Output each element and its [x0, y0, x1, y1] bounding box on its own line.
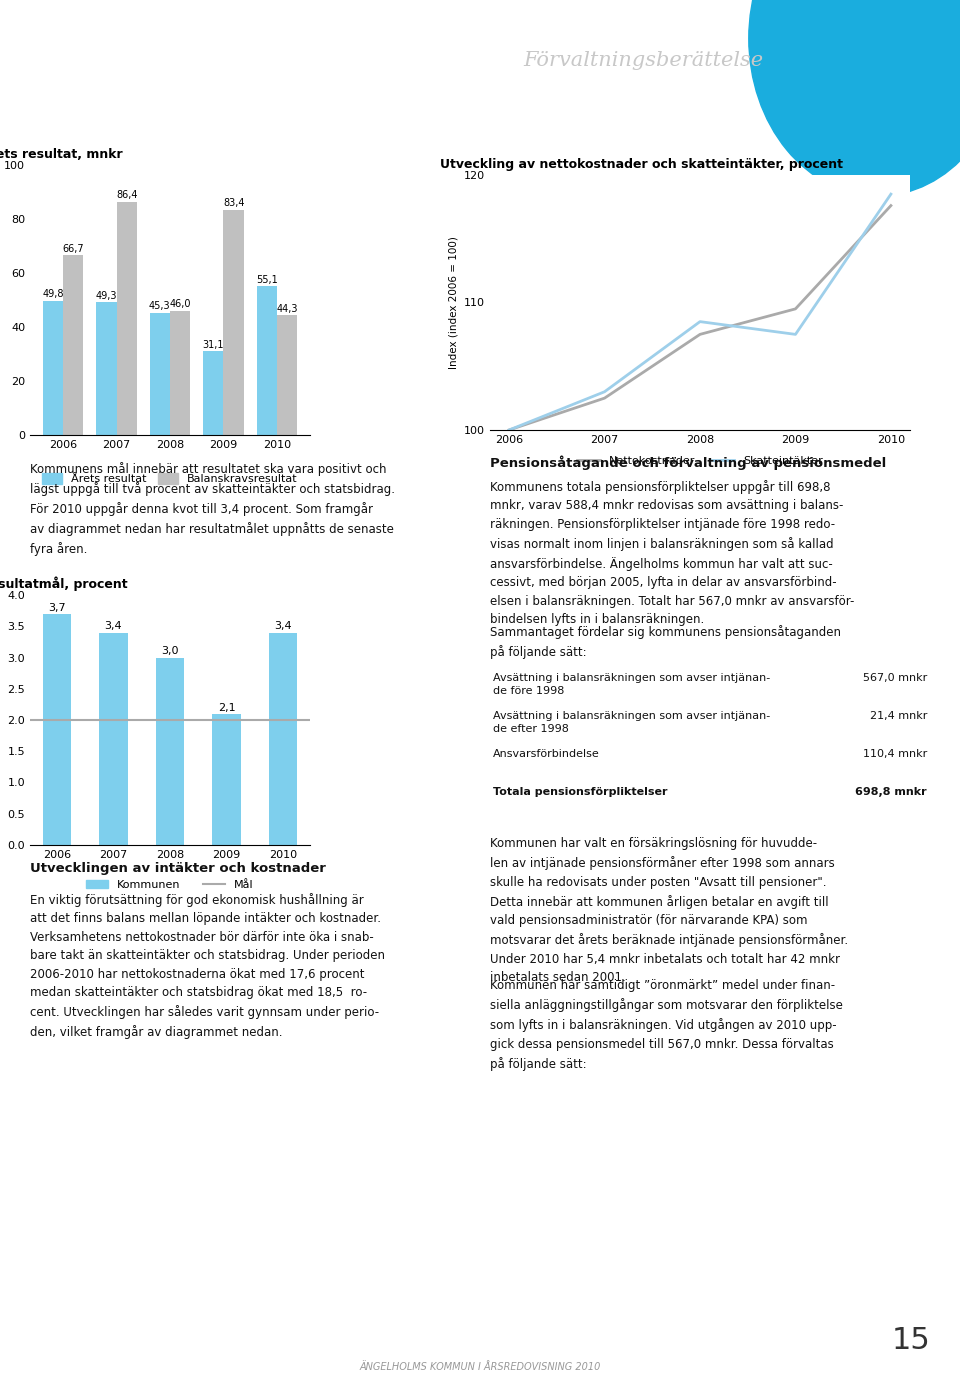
Bar: [156, 658, 184, 845]
Bar: [43, 613, 71, 845]
Text: 83,4: 83,4: [223, 198, 245, 208]
Text: Avsättning i balansräkningen som avser intjänan-
de före 1998: Avsättning i balansräkningen som avser i…: [493, 673, 770, 697]
Text: 86,4: 86,4: [116, 190, 137, 200]
Text: 15: 15: [891, 1326, 930, 1355]
Bar: [150, 312, 170, 434]
Y-axis label: Procent: Procent: [0, 700, 2, 741]
Text: 3,4: 3,4: [275, 622, 292, 632]
Text: 110,4 mnkr: 110,4 mnkr: [863, 750, 927, 759]
Text: Kommunens mål innebär att resultatet ska vara positivt och
lägst uppgå till två : Kommunens mål innebär att resultatet ska…: [30, 462, 395, 557]
Bar: [269, 633, 298, 845]
Legend: Årets resultat, Balanskravsresultat: Årets resultat, Balanskravsresultat: [38, 469, 302, 489]
Bar: [96, 301, 116, 434]
Text: 49,8: 49,8: [42, 289, 63, 300]
Bar: [212, 713, 241, 845]
Text: Kommunen har valt en försäkringslösning för huvudde-
len av intjänade pensionsfö: Kommunen har valt en försäkringslösning …: [490, 837, 848, 984]
Text: Totala pensionsförpliktelser: Totala pensionsförpliktelser: [493, 787, 667, 797]
Text: 3,0: 3,0: [161, 647, 179, 657]
Bar: [204, 351, 224, 434]
Legend: Nettokostnader, Skatteintäkter: Nettokostnader, Skatteintäkter: [573, 451, 827, 471]
Text: 3,4: 3,4: [105, 622, 122, 632]
Text: 2,1: 2,1: [218, 702, 235, 712]
Text: Årets resultat, mnkr: Årets resultat, mnkr: [0, 147, 122, 161]
Text: Förvaltningsberättelse: Förvaltningsberättelse: [523, 50, 763, 69]
Text: 66,7: 66,7: [62, 243, 84, 254]
Text: Kommunens totala pensionsförpliktelser uppgår till 698,8
mnkr, varav 588,4 mnkr : Kommunens totala pensionsförpliktelser u…: [490, 480, 854, 626]
Text: En viktig förutsättning för god ekonomisk hushållning är
att det finns balans me: En viktig förutsättning för god ekonomis…: [30, 892, 385, 1040]
Text: Utvecklingen av intäkter och kostnader: Utvecklingen av intäkter och kostnader: [30, 862, 325, 874]
Bar: [99, 633, 128, 845]
Bar: [43, 301, 63, 434]
Text: Kommunen har samtidigt ”öronmärkt” medel under finan-
siella anläggningstillgång: Kommunen har samtidigt ”öronmärkt” medel…: [490, 979, 843, 1070]
Legend: Kommunen, Mål: Kommunen, Mål: [82, 876, 258, 894]
Text: 45,3: 45,3: [149, 301, 171, 311]
Text: 21,4 mnkr: 21,4 mnkr: [870, 711, 927, 720]
Bar: [170, 311, 190, 434]
Bar: [276, 315, 298, 434]
Text: ÄNGELHOLMS KOMMUN I ÅRSREDOVISNING 2010: ÄNGELHOLMS KOMMUN I ÅRSREDOVISNING 2010: [359, 1362, 601, 1371]
Text: 3,7: 3,7: [48, 602, 65, 612]
Text: Resultatmål, procent: Resultatmål, procent: [0, 576, 128, 591]
Bar: [256, 286, 276, 434]
Text: 698,8 mnkr: 698,8 mnkr: [855, 787, 927, 797]
Bar: [63, 255, 84, 434]
Text: 31,1: 31,1: [203, 340, 224, 350]
Text: Utveckling av nettokostnader och skatteintäkter, procent: Utveckling av nettokostnader och skattei…: [440, 158, 843, 171]
Text: 44,3: 44,3: [276, 304, 298, 314]
Text: Ansvarsförbindelse: Ansvarsförbindelse: [493, 750, 600, 759]
Text: Pensionsåtagande och förvaltning av pensionsmedel: Pensionsåtagande och förvaltning av pens…: [490, 455, 886, 469]
Bar: [224, 210, 244, 434]
Text: Sammantaget fördelar sig kommunens pensionsåtaganden
på följande sätt:: Sammantaget fördelar sig kommunens pensi…: [490, 625, 841, 659]
Text: Avsättning i balansräkningen som avser intjänan-
de efter 1998: Avsättning i balansräkningen som avser i…: [493, 711, 770, 734]
Text: 55,1: 55,1: [256, 275, 277, 285]
Circle shape: [749, 0, 960, 196]
Bar: [116, 201, 137, 434]
Text: 567,0 mnkr: 567,0 mnkr: [863, 673, 927, 683]
Y-axis label: Index (index 2006 = 100): Index (index 2006 = 100): [448, 236, 459, 369]
Text: 46,0: 46,0: [169, 300, 191, 310]
Text: 49,3: 49,3: [96, 290, 117, 301]
